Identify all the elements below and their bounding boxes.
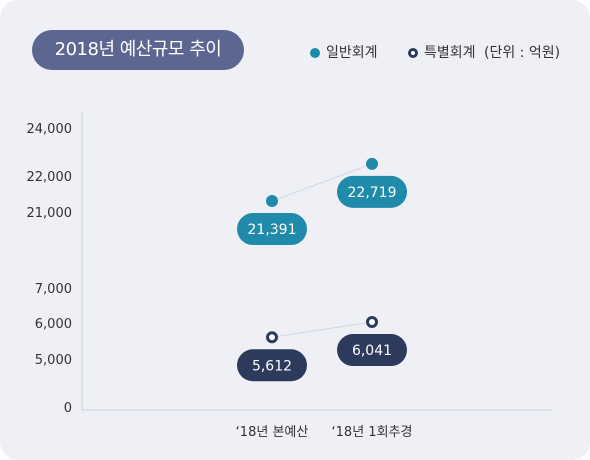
chart-title: 2018년 예산규모 추이	[32, 30, 244, 70]
legend-label-special: 특별회계	[424, 45, 476, 61]
y-tick-label: 5,000	[35, 353, 72, 368]
data-label-pill-general	[337, 175, 407, 208]
data-point-general	[266, 195, 278, 208]
data-point-special	[266, 331, 278, 344]
legend-marker-special	[408, 48, 418, 58]
legend-label-general: 일반회계	[326, 45, 378, 61]
legend-item-special: 특별회계	[408, 42, 476, 62]
y-tick-label: 6,000	[35, 317, 72, 332]
x-tick-label: ‘18년 본예산	[236, 425, 309, 440]
y-tick-label: 7,000	[35, 282, 72, 297]
legend-marker-general	[310, 48, 320, 58]
legend-item-general: 일반회계	[310, 42, 378, 62]
y-tick-label: 21,000	[27, 206, 73, 221]
data-label-pill-special	[337, 334, 407, 367]
series-connector-line	[271, 321, 373, 338]
y-tick-label: 0	[64, 401, 72, 416]
data-label-special: 6,041	[352, 343, 392, 359]
data-point-general	[366, 157, 378, 170]
unit-label: (단위 : 억원)	[484, 45, 561, 61]
y-tick-label: 22,000	[27, 170, 73, 185]
data-label-special: 5,612	[252, 358, 292, 374]
data-label-general: 22,719	[348, 185, 397, 201]
data-label-pill-special	[237, 349, 307, 382]
x-tick-label: ‘18년 1회추경	[332, 425, 413, 440]
y-tick-label: 24,000	[27, 122, 73, 137]
data-label-pill-general	[237, 213, 307, 246]
data-label-general: 21,391	[248, 222, 297, 238]
data-point-special	[366, 316, 378, 329]
series-connector-line	[271, 163, 373, 202]
